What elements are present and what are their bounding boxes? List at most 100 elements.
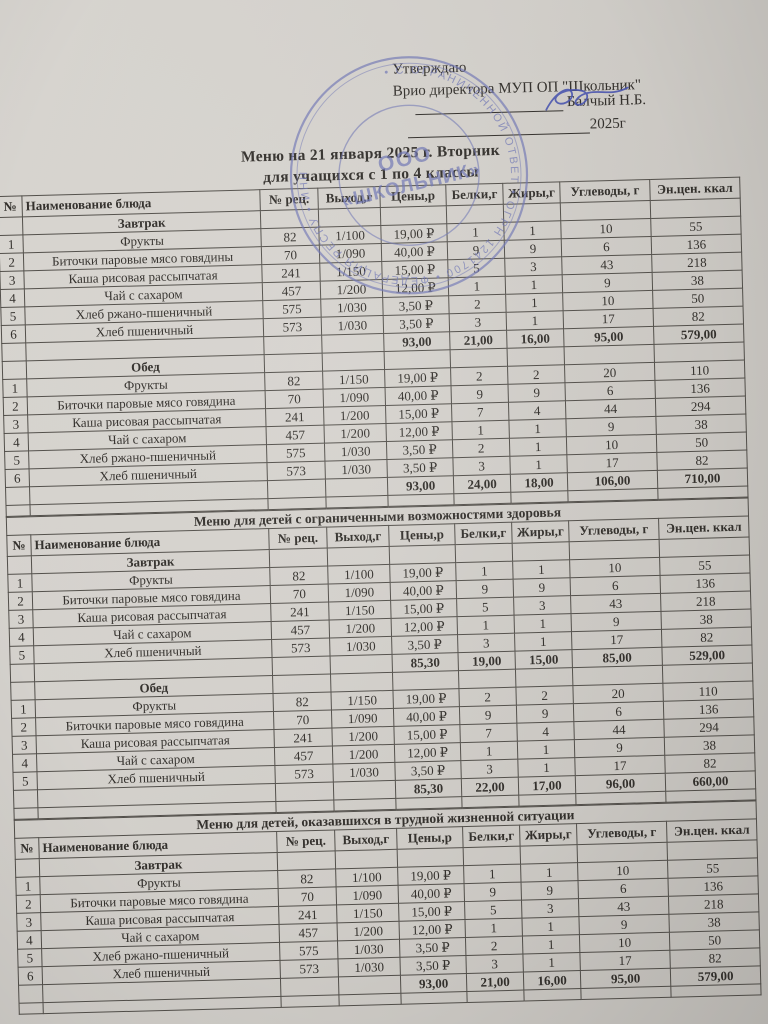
value-cell: 50	[669, 929, 760, 951]
column-header: №	[0, 195, 23, 218]
total-cell: 95,00	[563, 326, 654, 347]
empty-cell	[5, 504, 31, 517]
column-header: Выход,г	[317, 186, 381, 210]
empty-cell	[515, 667, 573, 688]
value-cell: 6	[5, 468, 30, 488]
column-header: Углеводы, г	[576, 821, 668, 845]
empty-cell	[280, 994, 340, 1008]
empty-cell	[518, 793, 577, 807]
approval-word: Утверждаю	[392, 59, 467, 78]
column-header: Эн.цен. ккал	[649, 177, 741, 201]
empty-cell	[520, 844, 578, 865]
value-cell: 3	[504, 256, 563, 277]
value-cell: 1	[11, 699, 36, 719]
value-cell: 3,50 ₽	[399, 937, 466, 958]
value-cell: 136	[651, 234, 742, 255]
value-cell: 241	[265, 407, 324, 427]
value-cell: 5	[456, 597, 515, 617]
empty-cell	[523, 988, 582, 1002]
value-cell: 457	[266, 425, 325, 445]
value-cell: 2	[507, 364, 565, 385]
total-cell: 579,00	[653, 324, 744, 345]
column-header: Эн.цен. ккал	[666, 818, 758, 843]
value-cell: 218	[660, 590, 752, 612]
total-cell: 24,00	[453, 474, 511, 494]
value-cell: 4	[508, 400, 566, 421]
empty-cell	[330, 672, 393, 692]
value-cell: 15,00 ₽	[381, 259, 449, 280]
value-cell: 12,00 ₽	[385, 421, 453, 442]
value-cell: 70	[265, 389, 324, 409]
value-cell: 3	[460, 759, 519, 779]
value-cell: 1/200	[337, 921, 400, 941]
empty-cell	[10, 681, 36, 701]
value-cell: 1/200	[331, 726, 395, 746]
value-cell: 1/030	[320, 297, 384, 318]
column-header: № рец.	[268, 527, 328, 550]
value-cell: 1	[455, 561, 514, 581]
empty-cell	[322, 351, 385, 372]
empty-cell	[667, 839, 758, 861]
empty-cell	[13, 807, 39, 820]
value-cell: 9	[521, 880, 579, 901]
empty-cell	[463, 846, 521, 866]
value-cell: 136	[660, 572, 751, 594]
value-cell: 457	[274, 745, 333, 766]
empty-cell	[1, 342, 27, 362]
empty-cell	[458, 669, 516, 689]
empty-cell	[18, 984, 44, 1004]
value-cell: 3,50 ₽	[394, 760, 462, 781]
total-cell: 93,00	[400, 973, 467, 994]
value-cell: 5	[0, 306, 26, 326]
total-cell: 93,00	[383, 331, 451, 352]
column-header: Углеводы, г	[568, 518, 660, 542]
value-cell: 1	[448, 276, 506, 296]
value-cell: 70	[278, 886, 337, 907]
value-cell: 1/100	[335, 867, 399, 887]
empty-cell	[15, 858, 40, 878]
empty-cell	[5, 486, 30, 506]
value-cell: 6	[573, 701, 664, 722]
value-cell: 6	[578, 878, 669, 899]
menu-table-3: Меню для детей, оказавшихся в трудной жи…	[14, 800, 762, 1015]
column-header: Эн.цен. ккал	[658, 516, 750, 540]
value-cell: 1/030	[337, 939, 400, 959]
value-cell: 1/200	[323, 423, 387, 444]
value-cell: 4	[9, 627, 34, 647]
empty-cell	[384, 349, 451, 370]
value-cell: 1	[509, 454, 568, 475]
value-cell: 12,00 ₽	[391, 616, 458, 637]
value-cell: 3	[16, 912, 42, 932]
total-cell: 85,00	[571, 647, 663, 668]
value-cell: 4	[0, 288, 25, 308]
empty-cell	[321, 333, 385, 354]
value-cell: 1/200	[332, 744, 395, 764]
total-cell: 21,00	[466, 972, 524, 992]
value-cell: 1/090	[319, 243, 382, 264]
empty-cell	[466, 990, 525, 1003]
value-cell: 9	[578, 914, 670, 935]
value-cell: 9	[451, 384, 509, 404]
total-cell: 85,30	[395, 778, 462, 799]
value-cell: 10	[569, 557, 661, 578]
value-cell: 241	[261, 263, 321, 283]
value-cell: 70	[270, 584, 329, 604]
empty-cell	[400, 991, 468, 1005]
value-cell: 3	[457, 633, 515, 653]
value-cell: 1	[7, 573, 33, 593]
value-cell: 50	[656, 432, 747, 453]
empty-cell	[272, 674, 331, 694]
value-cell: 575	[266, 443, 325, 463]
total-cell: 21,00	[449, 330, 508, 350]
empty-cell	[10, 663, 35, 683]
value-cell: 1	[517, 739, 575, 760]
value-cell: 3	[449, 312, 507, 332]
value-cell: 457	[279, 922, 338, 943]
total-cell: 93,00	[387, 475, 454, 496]
value-cell: 1/150	[328, 600, 392, 621]
column-header: Цены,р	[388, 523, 456, 547]
total-cell: 17,00	[518, 775, 576, 796]
value-cell: 50	[652, 288, 744, 309]
